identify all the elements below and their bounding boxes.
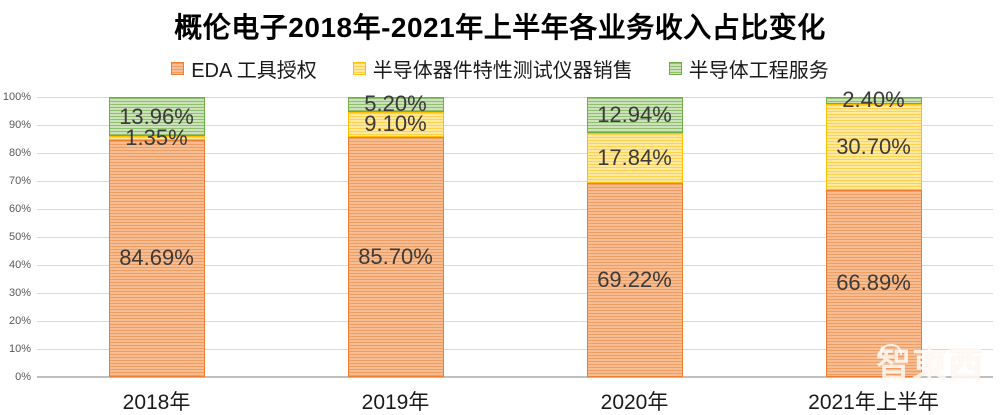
legend-label: 半导体器件特性测试仪器销售 <box>372 59 633 82</box>
data-label: 2.40% <box>842 87 905 113</box>
x-axis-label: 2020年 <box>600 391 669 414</box>
gridline <box>37 349 993 350</box>
data-label: 69.22% <box>597 267 672 293</box>
y-axis-tick-label: 60% <box>8 203 31 215</box>
y-axis-tick-label: 30% <box>8 287 31 299</box>
y-axis-tick-label: 50% <box>8 231 31 243</box>
data-label: 12.94% <box>597 102 672 128</box>
y-axis-tick-label: 70% <box>8 175 31 187</box>
data-label: 9.10% <box>364 111 427 137</box>
x-axis-line <box>37 376 993 378</box>
data-label: 85.70% <box>358 244 433 270</box>
data-label: 1.35% <box>125 124 188 150</box>
chart-title: 概伦电子2018年-2021年上半年各业务收入占比变化 <box>174 12 826 43</box>
gridline <box>37 265 993 266</box>
data-label: 84.69% <box>119 245 194 271</box>
x-axis-label: 2019年 <box>361 391 430 414</box>
bar-segment-series1-cat1 <box>347 111 444 138</box>
legend-item-0: EDA 工具授权 <box>171 54 317 83</box>
bar-segment-series0-cat1 <box>347 137 444 377</box>
y-axis-tick-label: 20% <box>8 315 31 327</box>
legend: EDA 工具授权 半导体器件特性测试仪器销售 半导体工程服务 <box>0 54 1000 82</box>
y-axis-tick-label: 90% <box>8 119 31 131</box>
x-axis-label: 2021年上半年 <box>808 391 939 414</box>
data-label: 30.70% <box>836 133 911 159</box>
legend-label: EDA 工具授权 <box>191 59 317 82</box>
x-axis-label: 2018年 <box>122 391 191 414</box>
bar-segment-series0-cat3 <box>825 189 922 377</box>
legend-swatch-icon <box>668 61 682 75</box>
gridline <box>37 125 993 126</box>
legend-label: 半导体工程服务 <box>688 59 829 82</box>
y-axis-tick-label: 40% <box>8 259 31 271</box>
bar-segment-series2-cat1 <box>347 97 444 112</box>
data-label: 13.96% <box>119 103 194 129</box>
bar-segment-series0-cat0 <box>108 139 205 377</box>
bar-segment-series0-cat2 <box>586 183 683 377</box>
legend-item-1: 半导体器件特性测试仪器销售 <box>352 54 633 83</box>
legend-swatch-icon <box>171 61 185 75</box>
bar-segment-series1-cat3 <box>825 103 922 190</box>
gridline <box>37 97 993 98</box>
gridline <box>37 153 993 154</box>
gridline <box>37 237 993 238</box>
bar-segment-series2-cat3 <box>825 97 922 104</box>
bar-segment-series2-cat2 <box>586 97 683 134</box>
data-label: 5.20% <box>364 91 427 117</box>
bar-segment-series2-cat0 <box>108 97 205 137</box>
y-axis-tick-label: 10% <box>8 343 31 355</box>
gridline <box>37 181 993 182</box>
legend-swatch-icon <box>352 61 366 75</box>
data-label: 66.89% <box>836 270 911 296</box>
gridline <box>37 321 993 322</box>
gridline <box>37 293 993 294</box>
y-axis-tick-label: 100% <box>2 91 31 103</box>
gridline <box>37 209 993 210</box>
data-label: 17.84% <box>597 145 672 171</box>
legend-item-2: 半导体工程服务 <box>668 54 829 83</box>
bar-segment-series1-cat0 <box>108 136 205 140</box>
y-axis-tick-label: 80% <box>8 147 31 159</box>
y-axis-tick-label: 0% <box>15 371 31 383</box>
bar-segment-series1-cat2 <box>586 133 683 184</box>
